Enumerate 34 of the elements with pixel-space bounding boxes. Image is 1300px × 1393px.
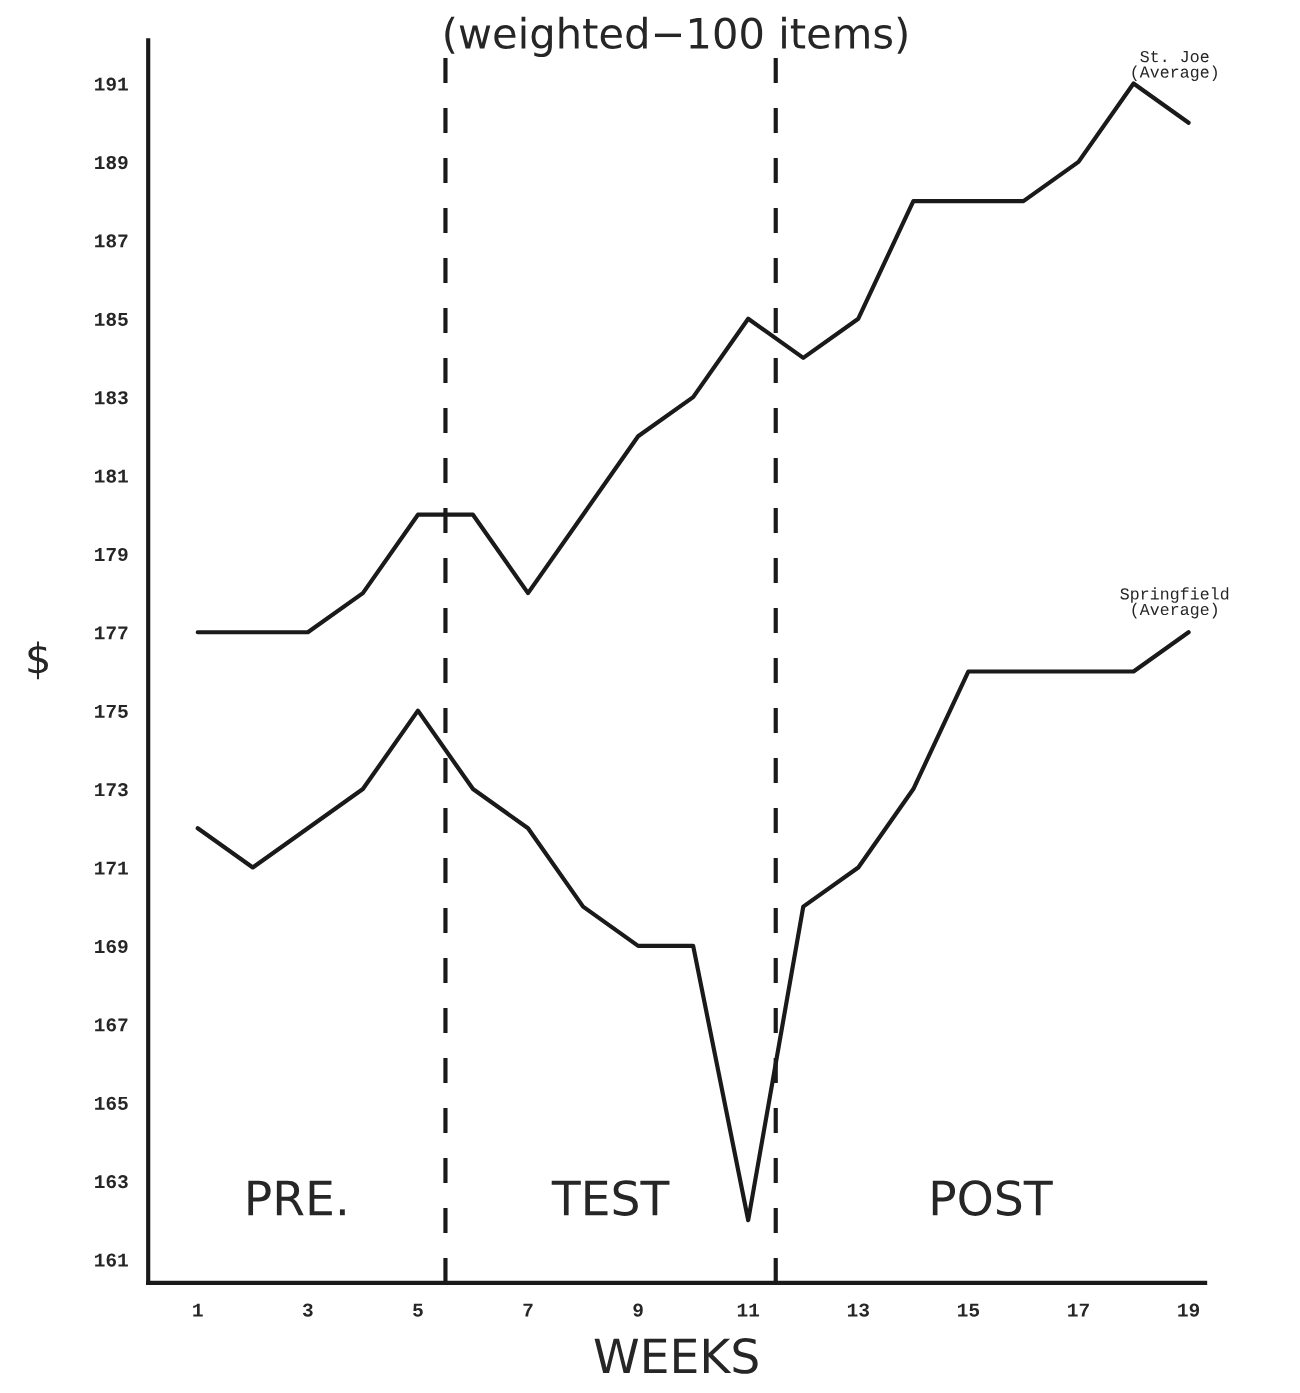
y-tick-label: 161 bbox=[95, 1253, 128, 1267]
y-tick-label: 185 bbox=[95, 312, 128, 326]
y-tick-label: 191 bbox=[95, 77, 128, 91]
y-tick-label: 169 bbox=[95, 939, 128, 954]
y-tick-label: 173 bbox=[95, 783, 128, 797]
series-label: Springfield (Average) bbox=[1120, 587, 1229, 619]
y-axis-title: $ bbox=[28, 641, 48, 680]
y-tick-label: 163 bbox=[95, 1175, 128, 1189]
y-tick-label: 177 bbox=[95, 626, 128, 640]
y-tick-label: 183 bbox=[95, 391, 128, 405]
x-tick-label: 3 bbox=[302, 1303, 313, 1317]
y-tick-label: 171 bbox=[95, 861, 128, 875]
x-tick-label: 13 bbox=[847, 1303, 869, 1317]
x-tick-label: 19 bbox=[1178, 1303, 1200, 1317]
x-tick-label: 11 bbox=[737, 1303, 760, 1317]
y-tick-label: 175 bbox=[95, 704, 128, 718]
annotation: POST bbox=[932, 1180, 1053, 1216]
y-tick-label: 187 bbox=[95, 234, 128, 248]
y-tick-label: 165 bbox=[95, 1096, 128, 1110]
x-tick-label: 17 bbox=[1068, 1303, 1089, 1317]
x-tick-label: 9 bbox=[633, 1303, 643, 1317]
annotation: TEST bbox=[551, 1180, 670, 1216]
chart-title: (weighted−100 items) bbox=[445, 16, 907, 58]
y-tick-label: 181 bbox=[95, 469, 128, 483]
series-label: St. Joe (Average) bbox=[1132, 50, 1217, 82]
annotation: PRE. bbox=[248, 1180, 345, 1216]
x-tick-label: 7 bbox=[523, 1303, 533, 1317]
y-tick-label: 167 bbox=[95, 1018, 128, 1032]
y-tick-label: 189 bbox=[95, 155, 128, 170]
x-tick-label: 5 bbox=[413, 1303, 423, 1317]
y-tick-label: 179 bbox=[95, 547, 128, 562]
x-tick-label: 15 bbox=[958, 1303, 980, 1317]
x-axis-title: WEEKS bbox=[594, 1338, 758, 1374]
x-tick-label: 1 bbox=[193, 1303, 203, 1317]
